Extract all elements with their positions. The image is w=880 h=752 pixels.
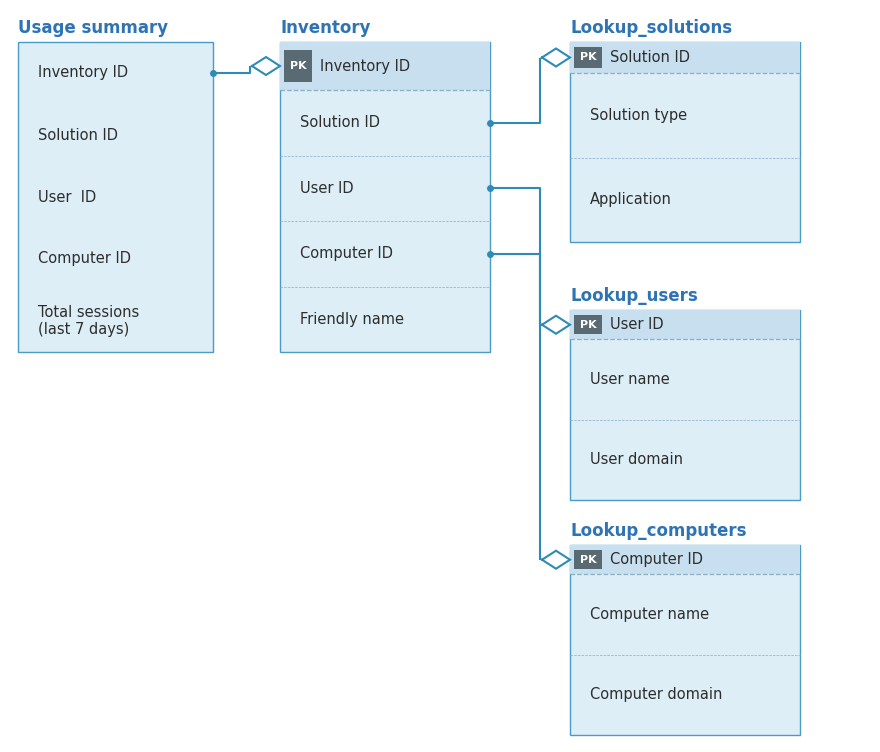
Text: Application: Application — [590, 193, 671, 208]
Text: User ID: User ID — [300, 180, 354, 196]
Bar — [280, 42, 490, 90]
Bar — [574, 47, 602, 68]
Text: Computer ID: Computer ID — [300, 246, 393, 261]
Text: PK: PK — [290, 61, 306, 71]
Text: Inventory ID: Inventory ID — [38, 65, 128, 80]
Bar — [570, 545, 800, 735]
Text: Total sessions
(last 7 days): Total sessions (last 7 days) — [38, 305, 139, 337]
Bar — [570, 42, 800, 242]
Text: Inventory: Inventory — [280, 19, 370, 37]
Bar — [574, 315, 602, 335]
Bar — [280, 42, 490, 352]
Text: PK: PK — [580, 555, 597, 565]
Text: User name: User name — [590, 372, 670, 387]
Bar — [570, 42, 800, 73]
Text: Lookup_users: Lookup_users — [570, 287, 698, 305]
Bar — [284, 50, 312, 82]
Text: Solution ID: Solution ID — [300, 115, 380, 130]
Text: Solution type: Solution type — [590, 108, 687, 123]
Text: Solution ID: Solution ID — [610, 50, 690, 65]
Text: Computer name: Computer name — [590, 607, 709, 622]
Text: Inventory ID: Inventory ID — [320, 59, 410, 74]
Bar — [570, 310, 800, 339]
Text: Friendly name: Friendly name — [300, 312, 404, 327]
Text: Computer ID: Computer ID — [38, 251, 131, 266]
Bar — [18, 42, 213, 352]
Text: User domain: User domain — [590, 453, 683, 467]
Text: Lookup_computers: Lookup_computers — [570, 522, 746, 540]
Text: Computer ID: Computer ID — [610, 552, 703, 567]
Text: User  ID: User ID — [38, 190, 96, 205]
Text: Solution ID: Solution ID — [38, 128, 118, 142]
Text: Computer domain: Computer domain — [590, 687, 722, 702]
Text: PK: PK — [580, 320, 597, 329]
Text: Usage summary: Usage summary — [18, 19, 168, 37]
Text: User ID: User ID — [610, 317, 664, 332]
Bar — [574, 550, 602, 569]
Text: PK: PK — [580, 53, 597, 62]
Text: Lookup_solutions: Lookup_solutions — [570, 19, 732, 37]
Bar — [570, 545, 800, 575]
Bar — [570, 310, 800, 500]
